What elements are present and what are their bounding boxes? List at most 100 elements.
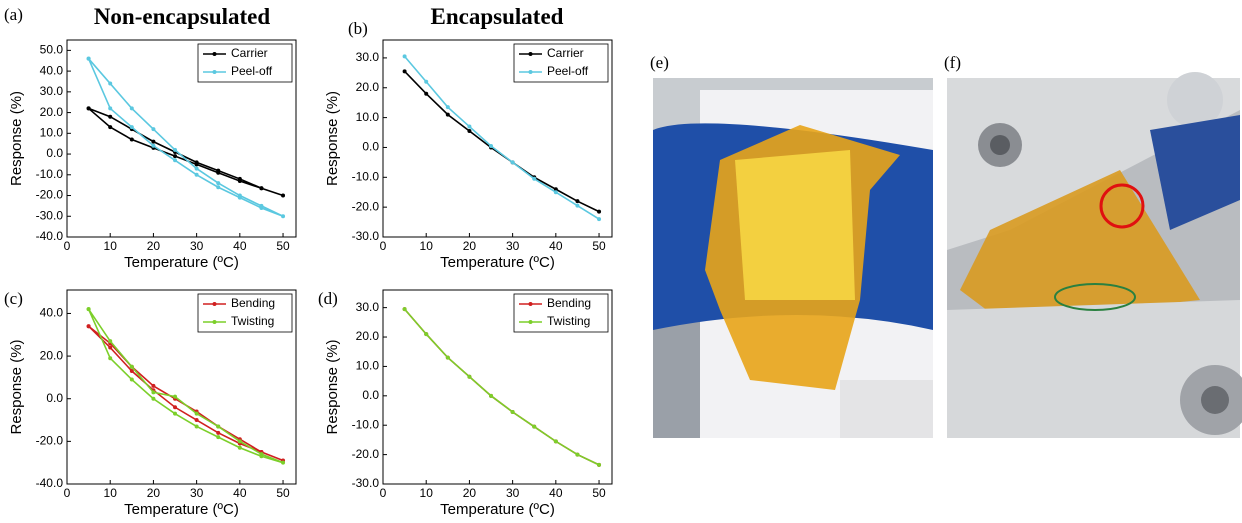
panel-label: (e) [650, 53, 669, 72]
data-point [424, 332, 429, 337]
data-point [108, 339, 113, 344]
legend-label: Bending [231, 296, 275, 310]
data-point [259, 452, 264, 457]
y-tick-label: 40.0 [40, 306, 64, 320]
data-point [237, 439, 242, 444]
y-tick-label: -20.0 [352, 447, 380, 461]
legend-marker [212, 320, 217, 324]
legend-box [513, 43, 609, 83]
data-point [445, 105, 450, 110]
data-point [194, 418, 199, 423]
data-point [151, 396, 156, 401]
y-axis-title: Response (%) [8, 91, 25, 186]
data-point [129, 106, 134, 111]
column-title: Encapsulated [431, 4, 564, 29]
legend-marker [212, 52, 217, 56]
y-tick-label: 30.0 [356, 50, 380, 64]
x-tick-label: 30 [506, 486, 520, 500]
x-tick-label: 50 [276, 239, 290, 253]
x-tick-label: 0 [64, 486, 71, 500]
photo [947, 72, 1242, 438]
y-tick-label: -30.0 [352, 229, 380, 243]
x-axis-title: Temperature (ºC) [440, 501, 555, 518]
y-tick-label: 0.0 [362, 388, 379, 402]
y-tick-label: -30.0 [352, 476, 380, 490]
legend-label: Peel-off [547, 64, 589, 78]
data-point [532, 176, 537, 181]
data-point [173, 411, 178, 416]
data-point [402, 69, 407, 74]
y-tick-label: 0.0 [46, 391, 63, 405]
data-point [173, 158, 178, 163]
data-point [532, 424, 537, 429]
data-point [281, 460, 286, 465]
legend-label: Carrier [547, 46, 584, 60]
data-point [86, 56, 91, 61]
data-point [575, 452, 580, 457]
data-point [259, 186, 264, 191]
y-tick-label: -40.0 [36, 476, 64, 490]
data-point [194, 160, 199, 165]
y-tick-label: 10.0 [40, 125, 64, 139]
data-point [424, 91, 429, 96]
data-point [194, 172, 199, 177]
y-tick-label: 10.0 [356, 110, 380, 124]
legend-box [513, 293, 609, 333]
data-point [424, 79, 429, 84]
y-tick-label: -10.0 [352, 169, 380, 183]
series-line [404, 70, 600, 213]
x-tick-label: 10 [420, 239, 434, 253]
series-line [403, 308, 600, 466]
y-tick-label: 0.0 [362, 140, 379, 154]
series-line [88, 325, 284, 462]
series-line [403, 55, 600, 220]
data-point [129, 125, 134, 130]
y-tick-label: -30.0 [36, 208, 64, 222]
x-axis-title: Temperature (ºC) [124, 254, 239, 271]
data-point [237, 176, 242, 181]
y-tick-label: 30.0 [40, 84, 64, 98]
data-point [129, 369, 134, 374]
y-axis-title: Response (%) [324, 339, 341, 434]
data-point [467, 374, 472, 379]
data-point [108, 106, 113, 111]
data-point [194, 424, 199, 429]
y-tick-label: -20.0 [352, 199, 380, 213]
data-point [216, 185, 221, 190]
y-tick-label: 20.0 [356, 80, 380, 94]
legend-marker [212, 70, 217, 74]
data-point [216, 424, 221, 429]
x-tick-label: 10 [104, 486, 118, 500]
data-point [173, 154, 178, 159]
x-tick-label: 40 [549, 239, 563, 253]
panel-label: (c) [4, 289, 23, 308]
data-point [467, 124, 472, 129]
data-point [194, 411, 199, 416]
legend-marker [528, 302, 533, 306]
data-point [597, 462, 602, 467]
data-point [445, 355, 450, 360]
data-point [108, 356, 113, 361]
y-tick-label: 0.0 [46, 146, 63, 160]
y-axis-title: Response (%) [324, 91, 341, 186]
legend-label: Bending [547, 296, 591, 310]
data-point [467, 129, 472, 134]
y-tick-label: -40.0 [36, 229, 64, 243]
data-point [151, 127, 156, 132]
legend-label: Twisting [547, 314, 590, 328]
legend-marker [528, 320, 533, 324]
legend-box [197, 293, 293, 333]
data-point [216, 430, 221, 435]
data-point [402, 54, 407, 59]
y-tick-label: 50.0 [40, 43, 64, 57]
data-point [597, 209, 602, 214]
data-point [489, 393, 494, 398]
data-point [151, 143, 156, 148]
panel-label: (d) [318, 289, 338, 308]
legend-marker [212, 302, 217, 306]
data-point [173, 147, 178, 152]
y-tick-label: -20.0 [36, 434, 64, 448]
data-point [281, 214, 286, 219]
data-point [194, 166, 199, 171]
x-tick-label: 50 [276, 486, 290, 500]
